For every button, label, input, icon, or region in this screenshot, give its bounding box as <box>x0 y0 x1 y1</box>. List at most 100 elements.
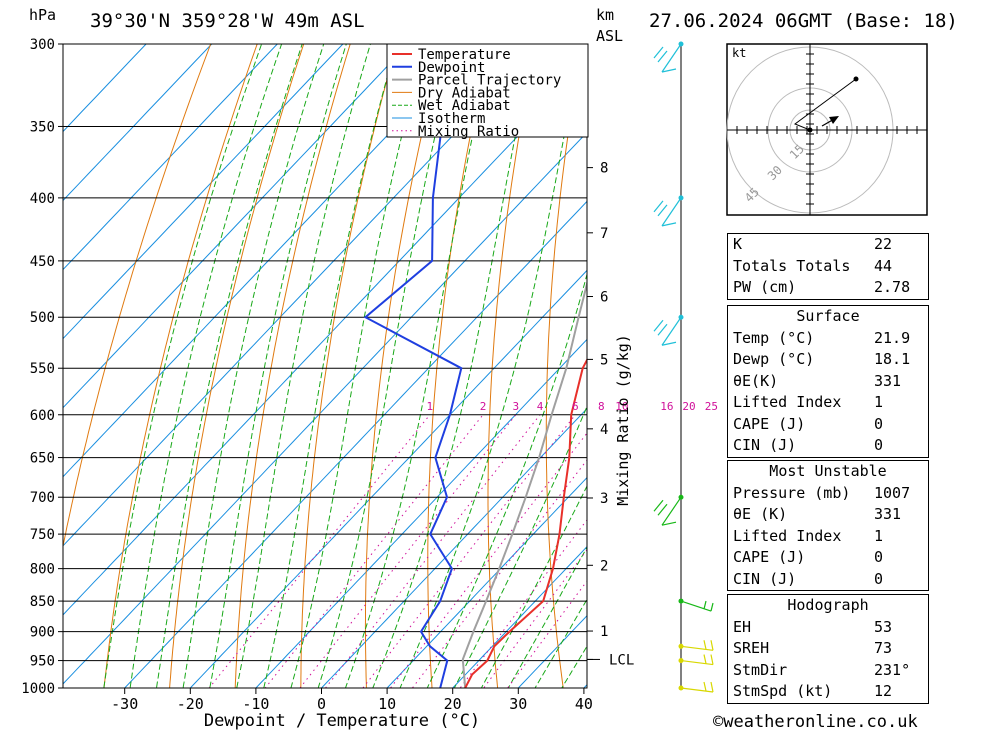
mixing-ratio-tick-label: 4 <box>537 400 544 413</box>
index-row: K 22 <box>728 234 928 256</box>
height-unit-asl: ASL <box>596 27 623 45</box>
index-value: 18.1 <box>874 350 911 368</box>
pressure-tick-label: 650 <box>30 451 55 467</box>
hodograph-indices-table: Hodograph EH 53 SREH 73 StmDir 231° StmSpd (kt)… <box>727 594 929 704</box>
index-value: 331 <box>874 505 902 523</box>
pressure-tick-label: 700 <box>30 490 55 506</box>
mixing-ratio-line <box>362 414 576 688</box>
height-tick-label: 3 <box>600 491 608 507</box>
index-label: Pressure (mb) <box>733 483 851 502</box>
wind-barbs <box>653 41 714 693</box>
wet-adiabat-line <box>182 44 325 688</box>
mixing-ratio-line <box>411 459 587 688</box>
index-row: θE (K) 331 <box>728 504 928 526</box>
mixing-ratio-tick-label: 3 <box>512 400 519 413</box>
temperature-tick-label: -10 <box>242 695 269 713</box>
temperature-line <box>464 357 587 688</box>
pressure-tick-label: 300 <box>30 37 55 53</box>
mixing-ratio-line <box>264 414 484 688</box>
index-row: StmDir 231° <box>728 660 928 682</box>
index-value: 2.78 <box>874 278 911 296</box>
height-tick-label: 6 <box>600 290 608 306</box>
index-label: CIN (J) <box>733 436 797 454</box>
site-credit: ©weatheronline.co.uk <box>713 712 918 732</box>
index-label: CAPE (J) <box>733 414 806 433</box>
height-tick-label: 8 <box>600 161 608 177</box>
wet-adiabat-line <box>480 485 587 688</box>
wet-adiabat-line <box>534 598 587 688</box>
wind-barb <box>653 43 682 73</box>
mixing-ratio-tick-label: 8 <box>598 400 605 413</box>
index-row: CIN (J) 0 <box>728 569 928 591</box>
index-row: Dewp (°C) 18.1 <box>728 349 928 371</box>
wind-barb <box>653 197 682 227</box>
hodograph-trace <box>793 78 857 131</box>
surface-indices-table: Surface Temp (°C) 21.9 Dewp (°C) 18.1 θE(K) 33… <box>727 305 929 458</box>
legend-entry: Isotherm <box>418 111 485 127</box>
wind-barb <box>680 640 714 651</box>
index-row: Temp (°C) 21.9 <box>728 328 928 350</box>
index-row: CAPE (J) 0 <box>728 547 928 569</box>
index-label: Temp (°C) <box>733 328 815 347</box>
index-value: 231° <box>874 660 911 679</box>
table-title: Surface <box>796 307 860 325</box>
wet-adiabat-line <box>103 44 263 688</box>
hodograph: kt 15 30 45 <box>726 43 928 216</box>
index-label: Lifted Index <box>733 526 842 545</box>
mixing-ratio-line <box>324 414 541 688</box>
pressure-tick-label: 350 <box>30 119 55 135</box>
wind-barb <box>653 316 682 346</box>
height-tick-label: LCL <box>609 652 634 668</box>
index-label: θE (K) <box>733 505 788 523</box>
isotherm-line <box>386 476 587 688</box>
wet-adiabat-line <box>344 44 494 688</box>
table-title: Hodograph <box>787 596 869 614</box>
index-value: 331 <box>874 371 902 390</box>
pressure-tick-label: 400 <box>30 191 55 207</box>
index-value: 0 <box>874 548 884 566</box>
index-label: StmSpd (kt) <box>733 682 833 700</box>
general-indices-table: K 22 Totals Totals 44 PW (cm) 2.78 <box>727 233 929 300</box>
index-value: 1 <box>874 393 884 411</box>
pressure-tick-label: 600 <box>30 408 55 424</box>
index-row: Lifted Index 1 <box>728 526 928 548</box>
legend-entry: Parcel Trajectory <box>418 73 561 89</box>
height-tick-label: 4 <box>600 422 608 438</box>
height-tick-label: 2 <box>600 558 608 574</box>
index-value: 53 <box>874 617 893 636</box>
x-axis-label: Dewpoint / Temperature (°C) <box>204 711 480 731</box>
legend-entry: Dry Adiabat <box>418 85 511 101</box>
index-label: SREH <box>733 639 770 657</box>
index-row: PW (cm) 2.78 <box>728 277 928 299</box>
index-value: 21.9 <box>874 328 911 347</box>
isotherm-line <box>63 44 344 340</box>
index-row: Pressure (mb) 1007 <box>728 483 928 505</box>
index-label: EH <box>733 617 752 636</box>
most-unstable-table: Most Unstable Pressure (mb) 1007 θE (K) 331 L… <box>727 460 929 591</box>
dry-adiabat-line <box>657 0 700 714</box>
index-value: 0 <box>874 414 884 433</box>
mixing-ratio-tick-label: 16 <box>660 400 673 413</box>
hodograph-point-top <box>853 76 859 82</box>
parcel-trajectory-line <box>461 279 587 688</box>
mixing-ratio-line <box>459 519 587 688</box>
index-value: 1007 <box>874 483 911 502</box>
wet-adiabat-line <box>236 44 371 688</box>
pressure-tick-label: 850 <box>30 594 55 610</box>
temperature-tick-label: 0 <box>317 695 326 713</box>
index-value: 22 <box>874 235 893 253</box>
index-value: 1 <box>874 526 884 545</box>
index-row: CAPE (J) 0 <box>728 414 928 436</box>
index-value: 12 <box>874 682 893 700</box>
wind-barb <box>680 654 714 666</box>
mixing-ratio-tick-label: 20 <box>682 400 695 413</box>
storm-motion-arrowhead <box>829 116 839 124</box>
pressure-tick-label: 1000 <box>21 681 55 697</box>
pressure-tick-label: 550 <box>30 361 55 377</box>
wind-barb <box>680 681 714 693</box>
datetime-title: 27.06.2024 06GMT (Base: 18) <box>649 10 958 32</box>
mixing-ratio-line <box>389 432 587 688</box>
location-title: 39°30'N 359°28'W 49m ASL <box>90 10 365 32</box>
